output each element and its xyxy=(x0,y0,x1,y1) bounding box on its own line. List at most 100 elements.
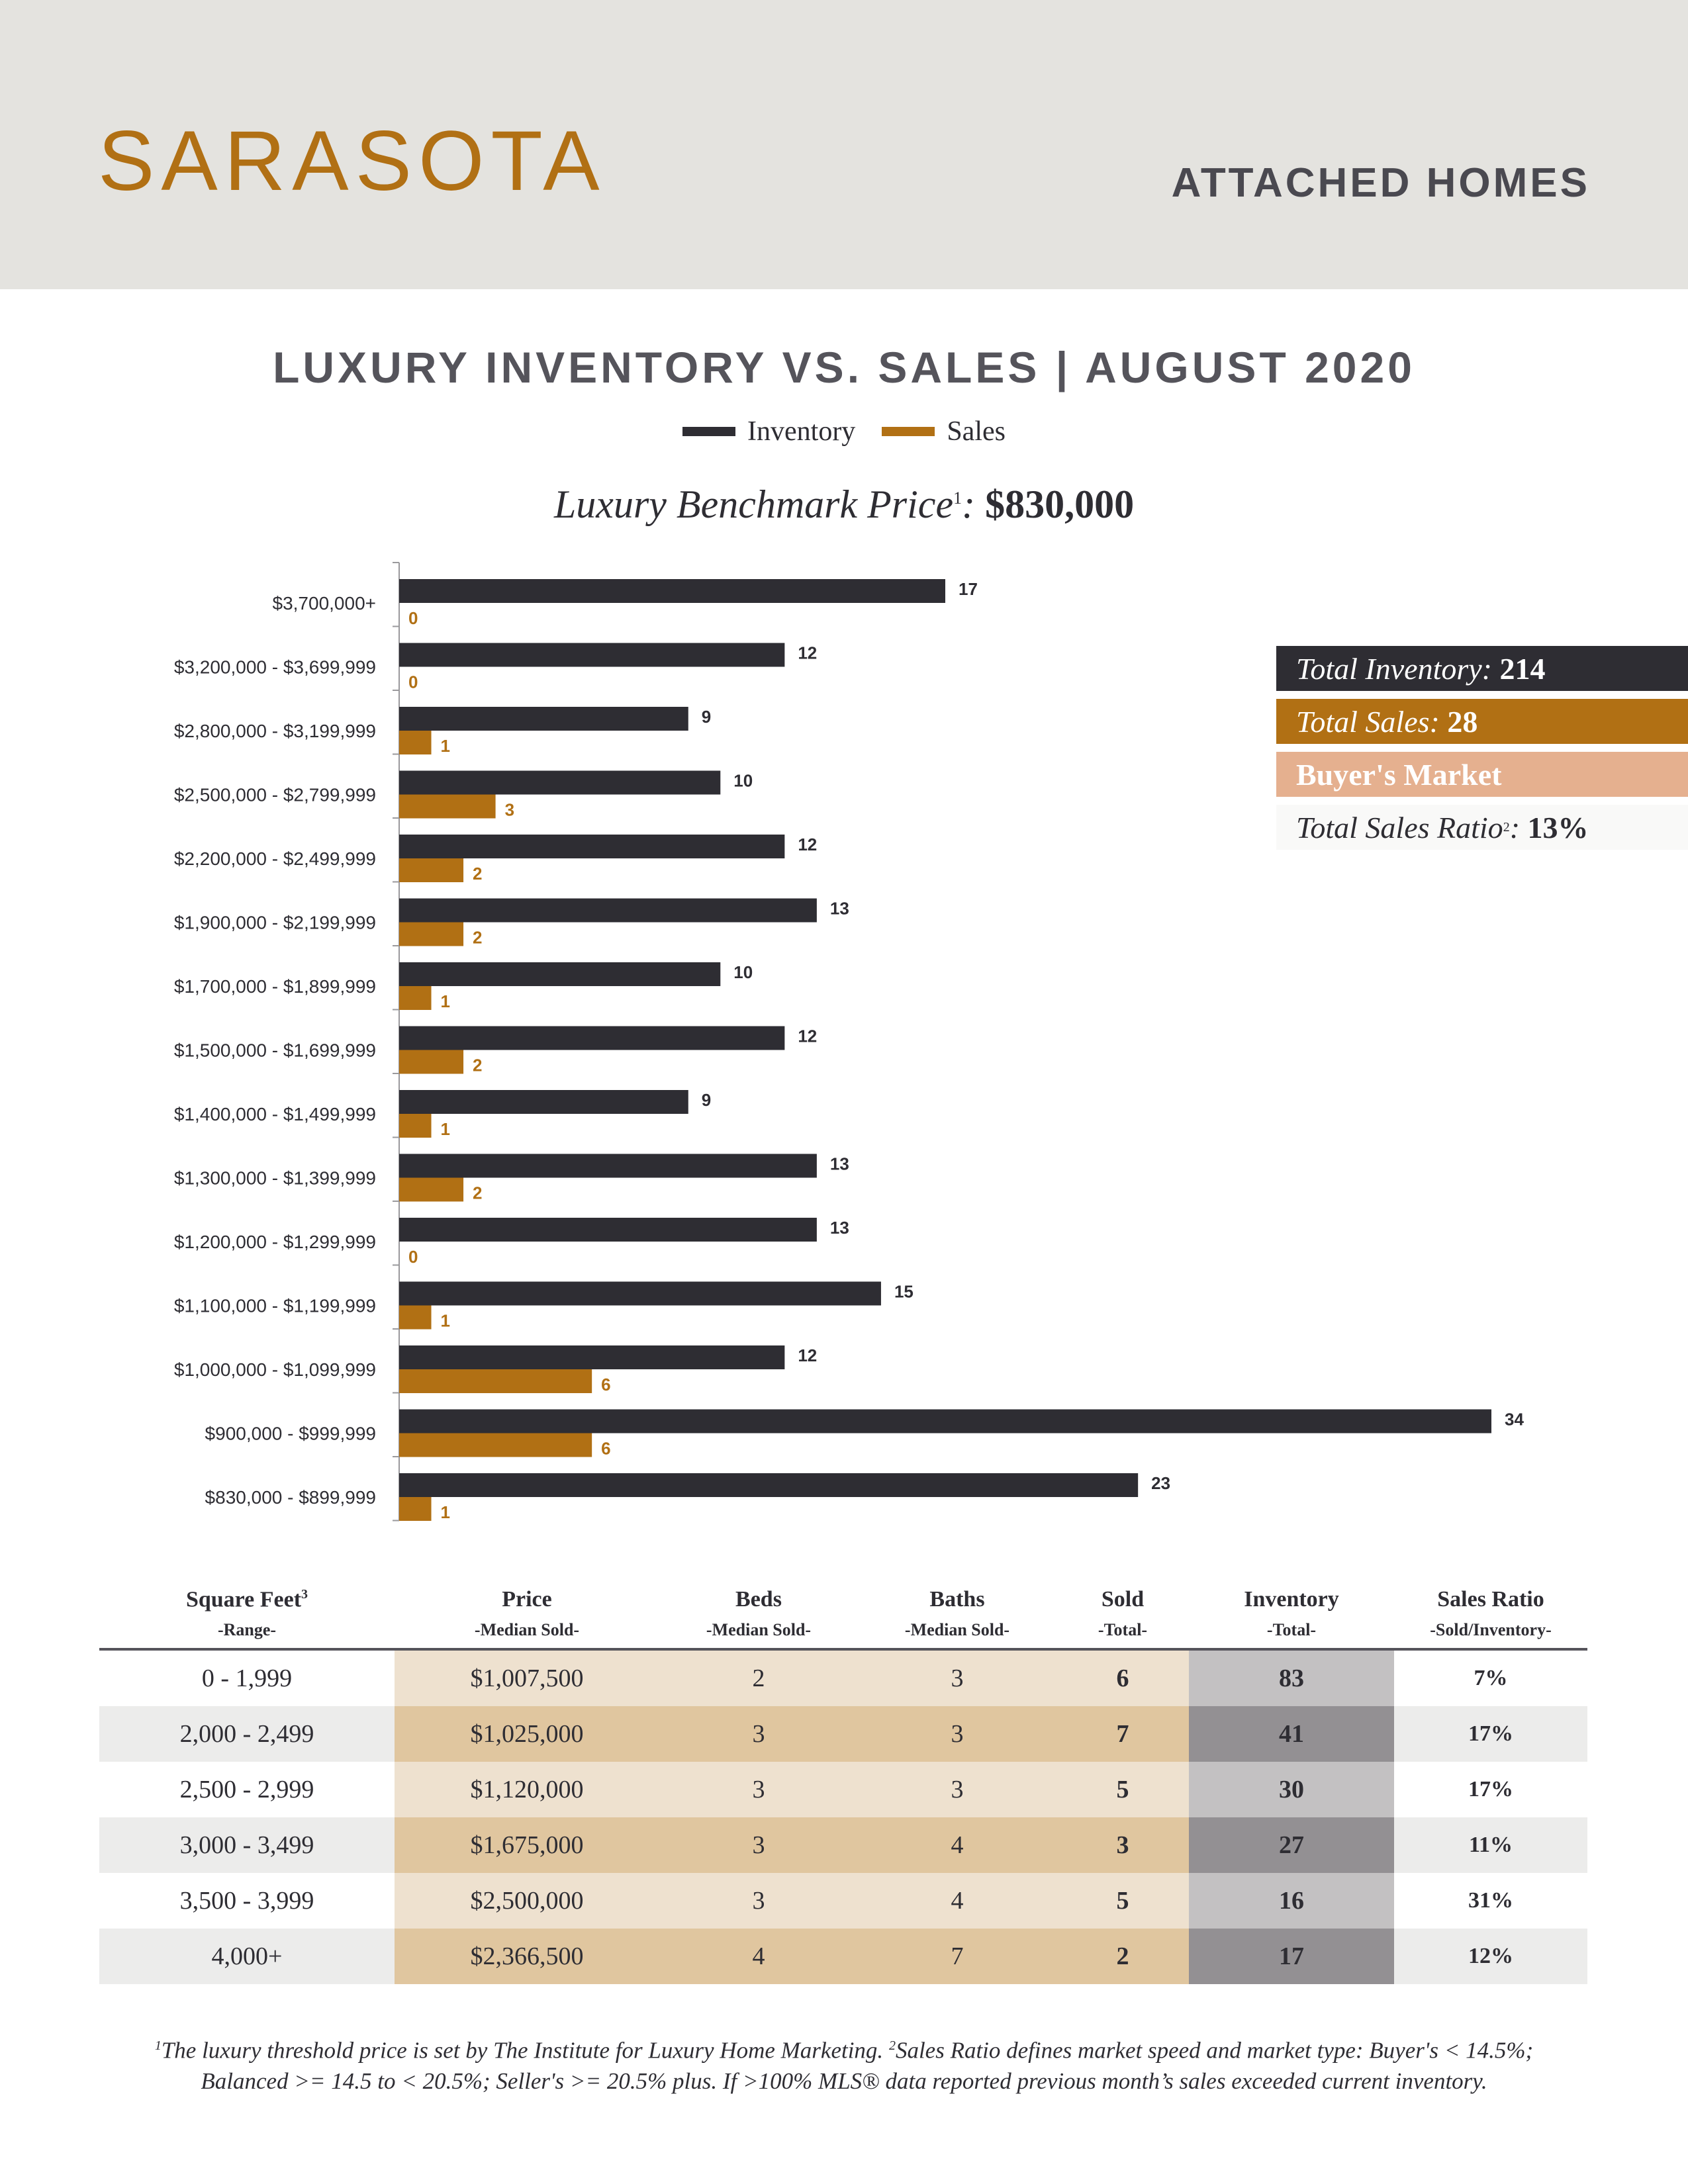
category-label: $2,800,000 - $3,199,999 xyxy=(174,721,376,741)
inventory-data-label: 13 xyxy=(830,1218,849,1238)
column-header: Square Feet3 xyxy=(99,1575,395,1612)
sales-data-label: 1 xyxy=(441,1502,450,1522)
footnote-text-1: The luxury threshold price is set by The… xyxy=(161,2037,884,2064)
sales-data-label: 3 xyxy=(505,800,514,820)
total-sales-value: 28 xyxy=(1447,704,1478,739)
table-cell-price: $1,025,000 xyxy=(395,1706,659,1762)
sales-bar xyxy=(399,1433,592,1457)
category-label: $1,300,000 - $1,399,999 xyxy=(174,1168,376,1189)
sales-bar xyxy=(399,1369,592,1393)
inventory-bar xyxy=(399,1218,817,1242)
sales-data-label: 2 xyxy=(473,1183,482,1203)
table-cell-price: $1,120,000 xyxy=(395,1762,659,1817)
sales-bar xyxy=(399,794,496,819)
category-label: $830,000 - $899,999 xyxy=(205,1487,376,1508)
inventory-bar xyxy=(399,962,721,986)
column-header-title: Square Feet xyxy=(185,1587,302,1612)
category-label: $1,700,000 - $1,899,999 xyxy=(174,976,376,997)
market-type-badge: Buyer's Market xyxy=(1276,752,1688,797)
table-cell-sold: 5 xyxy=(1056,1873,1189,1929)
legend-swatch-sales xyxy=(882,427,935,436)
category-label: $900,000 - $999,999 xyxy=(205,1424,376,1444)
table-cell-inv: 41 xyxy=(1189,1706,1394,1762)
inventory-bar xyxy=(399,1345,785,1369)
inventory-bar xyxy=(399,579,945,603)
inventory-bar xyxy=(399,1281,881,1306)
sales-data-label: 1 xyxy=(441,736,450,756)
column-subheader: -Median Sold- xyxy=(395,1612,659,1651)
category-label: $1,200,000 - $1,299,999 xyxy=(174,1232,376,1252)
sales-bar xyxy=(399,1497,432,1521)
footnote-line-2: Balanced >= 14.5 to < 20.5%; Seller's >=… xyxy=(201,2068,1487,2094)
inventory-bar xyxy=(399,770,721,795)
column-header: Sold xyxy=(1056,1575,1189,1612)
table-cell-sold: 2 xyxy=(1056,1929,1189,1984)
legend-item-inventory: Inventory xyxy=(682,416,855,447)
sales-ratio-label: Total Sales Ratio xyxy=(1296,810,1503,844)
table-cell-baths: 4 xyxy=(858,1817,1056,1873)
category-label: $3,700,000+ xyxy=(273,593,377,614)
column-header-title: Sales Ratio xyxy=(1437,1587,1544,1612)
table-cell-inv: 16 xyxy=(1189,1873,1394,1929)
inventory-data-label: 34 xyxy=(1505,1410,1524,1430)
table-row: 0 - 1,999 $1,007,500 2 3 6 83 7% xyxy=(99,1649,1587,1706)
inventory-bar xyxy=(399,707,688,731)
inventory-bar xyxy=(399,835,785,858)
table-cell-inv: 27 xyxy=(1189,1817,1394,1873)
category-label: $2,500,000 - $2,799,999 xyxy=(174,785,376,805)
column-header-title: Inventory xyxy=(1244,1587,1339,1612)
sales-bar xyxy=(399,1050,464,1074)
category-label: $1,500,000 - $1,699,999 xyxy=(174,1040,376,1061)
inventory-bar xyxy=(399,1154,817,1178)
sales-ratio-sup: 2 xyxy=(1503,819,1510,835)
table-cell-range: 3,500 - 3,999 xyxy=(99,1873,395,1929)
total-sales-label: Total Sales: xyxy=(1296,704,1440,739)
table-cell-ratio: 12% xyxy=(1394,1929,1587,1984)
inventory-data-label: 13 xyxy=(830,1154,849,1174)
table-row: 2,000 - 2,499 $1,025,000 3 3 7 41 17% xyxy=(99,1706,1587,1762)
table-cell-range: 0 - 1,999 xyxy=(99,1649,395,1706)
column-subheader: -Sold/Inventory- xyxy=(1394,1612,1587,1651)
inventory-bar xyxy=(399,643,785,667)
inventory-bar xyxy=(399,1473,1139,1497)
category-label: $3,200,000 - $3,699,999 xyxy=(174,657,376,678)
table-cell-ratio: 31% xyxy=(1394,1873,1587,1929)
inventory-data-label: 10 xyxy=(733,962,753,982)
sales-data-label: 1 xyxy=(441,1311,450,1331)
sales-bar xyxy=(399,1305,432,1330)
total-inventory-value: 214 xyxy=(1499,651,1546,686)
sales-data-label: 0 xyxy=(408,608,418,628)
inventory-data-label: 13 xyxy=(830,899,849,919)
legend-swatch-inventory xyxy=(682,427,736,436)
table-cell-ratio: 11% xyxy=(1394,1817,1587,1873)
inventory-data-label: 9 xyxy=(702,707,711,727)
table-cell-beds: 2 xyxy=(659,1649,858,1706)
table-cell-range: 3,000 - 3,499 xyxy=(99,1817,395,1873)
legend-label-sales: Sales xyxy=(947,416,1006,447)
inventory-data-label: 12 xyxy=(798,1026,817,1046)
sales-data-label: 6 xyxy=(601,1439,610,1459)
sales-bar xyxy=(399,858,464,882)
table-cell-range: 2,000 - 2,499 xyxy=(99,1706,395,1762)
table-cell-baths: 4 xyxy=(858,1873,1056,1929)
column-header: Beds xyxy=(659,1575,858,1612)
table-cell-ratio: 17% xyxy=(1394,1762,1587,1817)
table-cell-beds: 3 xyxy=(659,1873,858,1929)
column-header: Inventory xyxy=(1189,1575,1394,1612)
city-title: SARASOTA xyxy=(98,114,606,208)
table-cell-baths: 3 xyxy=(858,1706,1056,1762)
table-cell-range: 2,500 - 2,999 xyxy=(99,1762,395,1817)
table-row: 2,500 - 2,999 $1,120,000 3 3 5 30 17% xyxy=(99,1762,1587,1817)
sales-data-label: 0 xyxy=(408,672,418,692)
inventory-bar xyxy=(399,898,817,923)
column-subheader: -Median Sold- xyxy=(659,1612,858,1651)
sales-data-label: 1 xyxy=(441,991,450,1011)
category-label: $2,200,000 - $2,499,999 xyxy=(174,848,376,869)
inventory-data-label: 15 xyxy=(894,1282,914,1302)
sales-data-label: 2 xyxy=(473,928,482,948)
table-cell-range: 4,000+ xyxy=(99,1929,395,1984)
table-cell-sold: 6 xyxy=(1056,1649,1189,1706)
inventory-bar xyxy=(399,1409,1491,1433)
legend-label-inventory: Inventory xyxy=(747,416,856,447)
table-cell-beds: 3 xyxy=(659,1817,858,1873)
